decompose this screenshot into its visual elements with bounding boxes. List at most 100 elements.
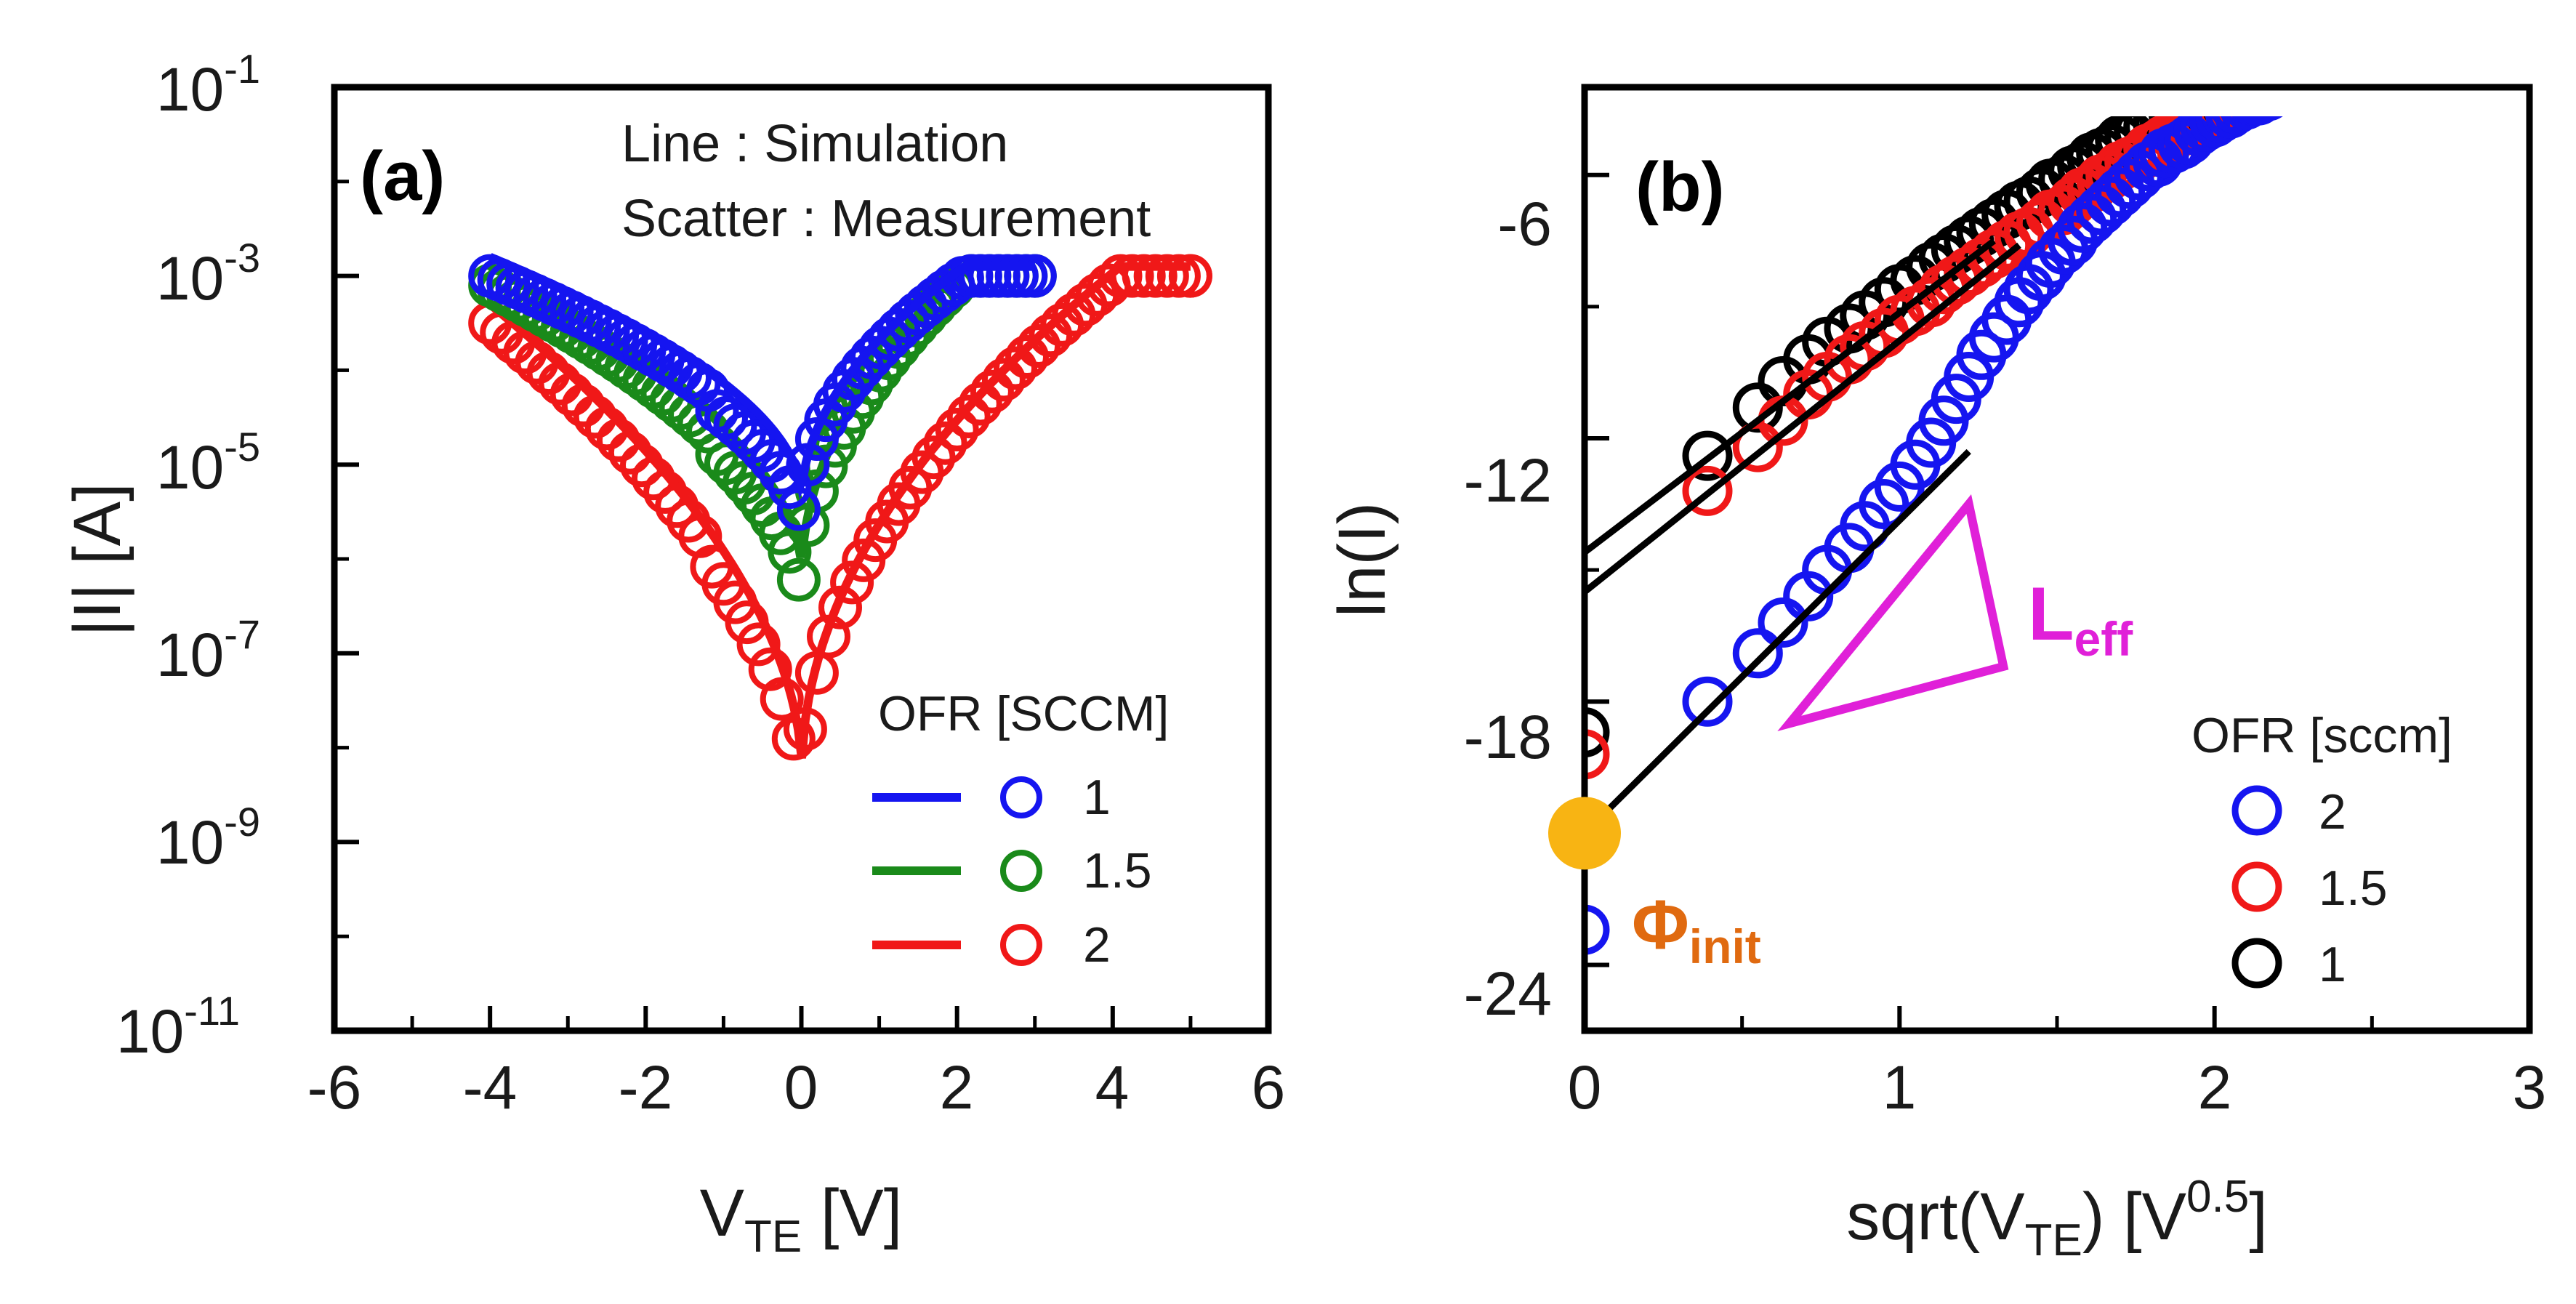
a-point (923, 421, 967, 465)
b-point (2247, 116, 2270, 119)
a-legend-marker-1 (1000, 776, 1042, 818)
b-point (2287, 46, 2331, 89)
a-ytick-3: 10-3 (156, 235, 260, 313)
panel-a-series (468, 253, 1212, 761)
a-ytick-1: 10-1 (156, 46, 260, 124)
a-series-2 (468, 254, 1212, 761)
b-series-2 (1585, 46, 2378, 955)
a-xtick-neg4: -4 (463, 1053, 518, 1122)
b-point (1758, 597, 1808, 648)
panel-b-label: (b) (1635, 148, 1725, 226)
b-point (1682, 430, 1733, 481)
b-xtick-3: 3 (2513, 1053, 2547, 1122)
panel-a: (a) Line : Simulation Scatter : Measurem… (60, 46, 1285, 1262)
a-point (1156, 254, 1201, 298)
b-fit-line (1585, 242, 2021, 595)
b-xtick-2: 2 (2198, 1053, 2232, 1122)
a-point (1145, 254, 1189, 298)
b-point (2237, 59, 2280, 102)
b-ylabel: ln(I) (1325, 502, 1399, 617)
b-point (2223, 116, 2269, 130)
b-point (2335, 46, 2378, 89)
b-point (2281, 59, 2325, 102)
a-point (958, 382, 1002, 426)
a-point (946, 395, 991, 438)
b-point (1682, 465, 1733, 516)
phi-init-marker (1548, 797, 1621, 870)
b-point (2263, 116, 2273, 117)
b-point (2189, 116, 2239, 139)
a-legend-marker-1-5 (1000, 850, 1042, 892)
a-ytick-7: 10-7 (156, 611, 260, 689)
a-sim-line (488, 253, 1035, 499)
b-point (2253, 55, 2296, 98)
b-legend-marker-1 (2231, 938, 2282, 989)
b-point (1682, 676, 1733, 727)
a-series-1 (468, 253, 1057, 531)
a-legend-title: OFR [SCCM] (878, 686, 1169, 741)
leff-label: Leff (2028, 572, 2133, 666)
b-legend: OFR [sccm] 2 1.5 1 (2191, 708, 2452, 992)
a-ytick-5: 10-5 (156, 424, 260, 502)
a-point (776, 558, 821, 602)
a-point (935, 408, 979, 451)
b-ytick-neg6: -6 (1497, 190, 1552, 258)
phi-init-label: Φinit (1632, 886, 1761, 973)
b-point (2293, 55, 2337, 98)
b-xtick-0: 0 (1568, 1053, 1602, 1122)
a-point (748, 647, 792, 691)
a-legend: OFR [SCCM] 1 1.5 2 (872, 686, 1169, 973)
b-legend-label-1-5: 1.5 (2319, 861, 2388, 916)
b-legend-marker-2 (2231, 785, 2282, 836)
b-point (2287, 55, 2331, 98)
b-point (2253, 116, 2283, 121)
a-legend-marker-2 (1000, 924, 1042, 966)
b-point (1585, 904, 1610, 955)
a-point (970, 369, 1014, 414)
b-point (2274, 61, 2318, 105)
b-legend-marker-1-5 (2231, 861, 2282, 912)
b-ytick-neg12: -12 (1464, 446, 1552, 515)
panel-b: (b) -6 -12 -18 -24 0 1 2 3 sqrt(VTE) [V0… (1325, 44, 2547, 1265)
b-fit-line (1585, 448, 1971, 836)
b-point (2269, 61, 2312, 105)
a-legend-label-1-5: 1.5 (1083, 843, 1152, 898)
a-xtick-0: 0 (784, 1053, 818, 1122)
b-xlabel: sqrt(VTE) [V0.5] (1846, 1172, 2268, 1265)
b-point (2239, 116, 2278, 126)
note-measurement: Scatter : Measurement (621, 190, 1151, 248)
a-ylabel: |I| [A] (60, 483, 134, 636)
b-point (2212, 116, 2261, 134)
a-xtick-4: 4 (1095, 1053, 1130, 1122)
a-xtick-6: 6 (1252, 1053, 1286, 1122)
panel-b-series (1585, 44, 2378, 955)
b-point (1585, 707, 1610, 757)
b-point (1732, 628, 1783, 679)
b-point (2297, 44, 2340, 87)
b-point (2205, 116, 2255, 139)
a-legend-label-1: 1 (1083, 770, 1111, 825)
b-fit-line (1585, 238, 1997, 555)
panel-a-label: (a) (360, 137, 445, 215)
b-point (2274, 59, 2318, 102)
b-point (2287, 57, 2331, 100)
a-point (981, 358, 1026, 402)
b-point (2246, 57, 2290, 100)
b-point (1732, 422, 1783, 472)
b-xtick-1: 1 (1883, 1053, 1917, 1122)
b-ytick-neg24: -24 (1464, 959, 1552, 1028)
leff-triangle (1777, 494, 2009, 731)
b-legend-label-2: 2 (2319, 784, 2346, 840)
b-legend-title: OFR [sccm] (2191, 708, 2452, 763)
a-xtick-2: 2 (940, 1053, 974, 1122)
b-point (2237, 116, 2267, 121)
a-point (760, 677, 804, 721)
b-point (1956, 238, 2007, 288)
a-point (1005, 335, 1049, 379)
b-point (2216, 116, 2226, 117)
a-point (1013, 254, 1057, 298)
a-sim-line (487, 262, 1191, 759)
b-legend-label-1: 1 (2319, 937, 2346, 992)
b-point (2231, 61, 2274, 105)
